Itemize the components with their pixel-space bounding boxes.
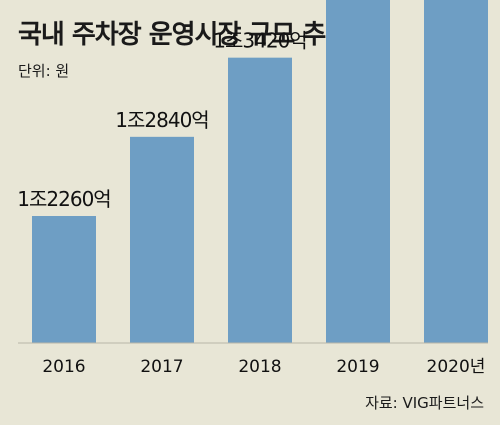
bar-2020년	[424, 0, 488, 344]
bars-group: 1조2260억20161조2840억20171조3420억20181조4040억…	[17, 0, 488, 377]
source-note: 자료: VIG파트너스	[365, 394, 484, 412]
category-label-2018: 2018	[238, 357, 281, 377]
bar-2018	[228, 57, 292, 343]
value-label-2017: 1조2840억	[115, 108, 208, 132]
chart-title: 국내 주차장 운영시장 규모 추이	[18, 20, 349, 50]
bar-2016	[32, 216, 96, 343]
category-label-2016: 2016	[42, 357, 85, 377]
value-label-2018: 1조3420억	[213, 29, 306, 53]
category-label-2017: 2017	[140, 357, 183, 377]
category-label-2020년: 2020년	[427, 357, 486, 377]
value-label-2016: 1조2260억	[17, 187, 110, 211]
bar-2019	[326, 0, 390, 344]
unit-label: 단위: 원	[18, 62, 70, 80]
bar-2017	[130, 136, 194, 343]
category-label-2019: 2019	[336, 357, 379, 377]
